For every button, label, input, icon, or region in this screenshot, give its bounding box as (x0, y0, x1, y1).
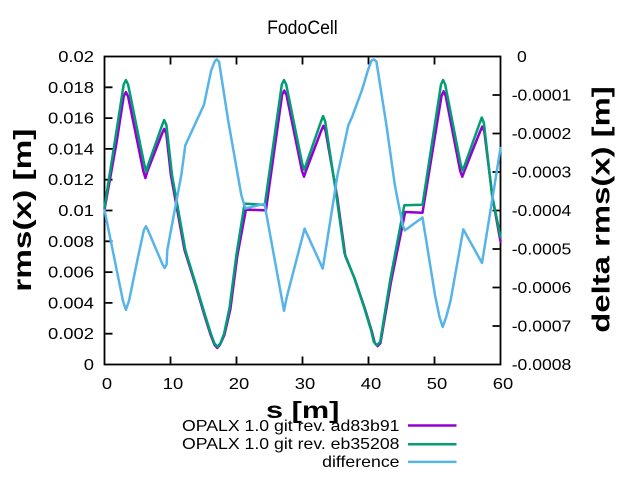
svg-text:-0.0006: -0.0006 (512, 279, 572, 297)
svg-text:0.004: 0.004 (48, 294, 94, 313)
svg-text:-0.0004: -0.0004 (512, 202, 572, 220)
svg-text:0: 0 (84, 355, 94, 374)
svg-text:s [m]: s [m] (266, 397, 339, 423)
svg-text:0.008: 0.008 (48, 232, 94, 251)
svg-text:0.012: 0.012 (48, 170, 94, 189)
svg-text:-0.0003: -0.0003 (512, 163, 572, 181)
svg-text:0.002: 0.002 (48, 324, 94, 343)
svg-text:FodoCell: FodoCell (267, 16, 338, 38)
svg-text:delta rms(x) [m]: delta rms(x) [m] (588, 86, 615, 332)
svg-text:OPALX 1.0 git rev. ad83b91: OPALX 1.0 git rev. ad83b91 (182, 417, 400, 435)
svg-text:20: 20 (229, 374, 249, 393)
svg-text:50: 50 (427, 374, 447, 393)
svg-text:30: 30 (295, 374, 315, 393)
svg-text:0: 0 (102, 374, 112, 393)
svg-text:-0.0002: -0.0002 (512, 125, 572, 143)
svg-text:-0.0005: -0.0005 (512, 240, 572, 258)
svg-text:0.018: 0.018 (48, 78, 94, 97)
svg-text:0.006: 0.006 (48, 263, 94, 282)
svg-text:0.01: 0.01 (58, 201, 94, 220)
svg-text:40: 40 (361, 374, 381, 393)
svg-text:0.02: 0.02 (58, 47, 94, 66)
svg-text:0.014: 0.014 (48, 140, 94, 159)
svg-text:difference: difference (322, 453, 399, 471)
svg-text:60: 60 (493, 374, 513, 393)
svg-text:OPALX 1.0 git rev. eb35208: OPALX 1.0 git rev. eb35208 (182, 435, 400, 453)
svg-text:10: 10 (163, 374, 183, 393)
svg-text:-0.0001: -0.0001 (512, 86, 572, 104)
svg-text:0.016: 0.016 (48, 109, 94, 128)
svg-text:0: 0 (517, 48, 527, 66)
svg-text:rms(x) [m]: rms(x) [m] (9, 129, 37, 292)
svg-text:-0.0007: -0.0007 (512, 317, 572, 335)
svg-text:-0.0008: -0.0008 (512, 356, 572, 374)
